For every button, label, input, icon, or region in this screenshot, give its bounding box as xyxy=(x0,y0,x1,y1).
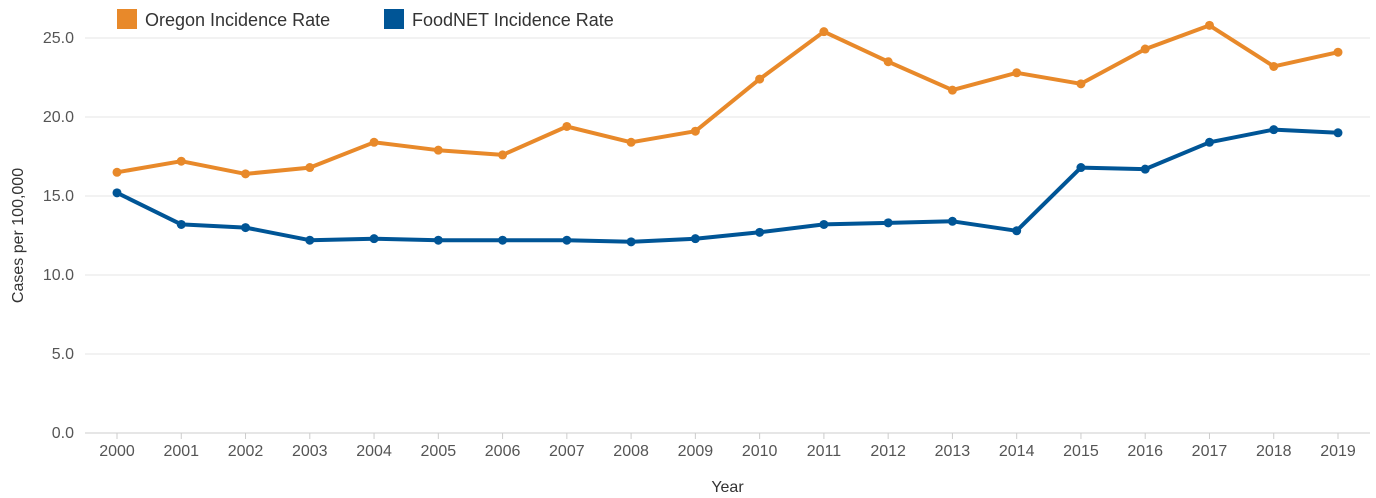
y-tick-label: 20.0 xyxy=(43,109,74,126)
data-point[interactable] xyxy=(562,235,572,245)
data-point[interactable] xyxy=(1076,79,1086,89)
legend-swatch xyxy=(117,9,137,29)
x-tick-label: 2007 xyxy=(549,443,585,460)
x-tick-label: 2015 xyxy=(1063,443,1099,460)
data-point[interactable] xyxy=(1012,68,1022,78)
data-point[interactable] xyxy=(305,235,315,245)
data-point[interactable] xyxy=(819,219,829,229)
data-point[interactable] xyxy=(690,126,700,136)
legend-label: FoodNET Incidence Rate xyxy=(412,10,614,30)
x-tick-label: 2016 xyxy=(1127,443,1163,460)
legend-label: Oregon Incidence Rate xyxy=(145,10,330,30)
data-point[interactable] xyxy=(1333,128,1343,138)
y-tick-label: 5.0 xyxy=(52,346,74,363)
data-point[interactable] xyxy=(1012,226,1022,236)
x-tick-label: 2009 xyxy=(678,443,714,460)
x-tick-label: 2002 xyxy=(228,443,264,460)
data-point[interactable] xyxy=(947,85,957,95)
data-point[interactable] xyxy=(112,188,122,198)
y-tick-label: 0.0 xyxy=(52,425,74,442)
y-tick-label: 10.0 xyxy=(43,267,74,284)
data-point[interactable] xyxy=(1269,125,1279,135)
x-tick-label: 2017 xyxy=(1192,443,1228,460)
x-tick-label: 2014 xyxy=(999,443,1035,460)
data-point[interactable] xyxy=(112,167,122,177)
data-point[interactable] xyxy=(1140,164,1150,174)
data-point[interactable] xyxy=(1140,44,1150,54)
data-point[interactable] xyxy=(369,137,379,147)
data-point[interactable] xyxy=(498,150,508,160)
data-point[interactable] xyxy=(305,163,315,173)
x-tick-label: 2000 xyxy=(99,443,135,460)
data-point[interactable] xyxy=(883,57,893,67)
data-point[interactable] xyxy=(433,145,443,155)
data-point[interactable] xyxy=(498,235,508,245)
data-point[interactable] xyxy=(241,169,251,179)
data-point[interactable] xyxy=(562,121,572,131)
x-tick-label: 2008 xyxy=(613,443,649,460)
series-line-0 xyxy=(115,23,1340,176)
data-point[interactable] xyxy=(369,234,379,244)
data-point[interactable] xyxy=(433,235,443,245)
data-point[interactable] xyxy=(883,218,893,228)
data-point[interactable] xyxy=(947,216,957,226)
y-axis-title: Cases per 100,000 xyxy=(10,168,27,303)
x-tick-label: 2012 xyxy=(870,443,906,460)
x-tick-label: 2018 xyxy=(1256,443,1292,460)
data-point[interactable] xyxy=(690,234,700,244)
x-tick-label: 2013 xyxy=(935,443,971,460)
x-tick-label: 2019 xyxy=(1320,443,1356,460)
data-point[interactable] xyxy=(755,227,765,237)
x-tick-label: 2003 xyxy=(292,443,328,460)
x-axis-ticks: 2000 2001 2002 2003 2004 2005 2006 2007 2008 2009… xyxy=(99,433,1356,460)
x-tick-label: 2006 xyxy=(485,443,521,460)
x-axis-title: Year xyxy=(711,479,744,496)
x-tick-label: 2005 xyxy=(421,443,457,460)
data-point[interactable] xyxy=(241,223,251,233)
series-line-1 xyxy=(115,127,1340,244)
grid-lines xyxy=(85,37,1370,434)
data-point[interactable] xyxy=(1076,163,1086,173)
data-point[interactable] xyxy=(1269,61,1279,71)
data-point[interactable] xyxy=(176,219,186,229)
data-point[interactable] xyxy=(819,27,829,37)
legend[interactable]: Oregon Incidence Rate FoodNET Incidence R… xyxy=(117,9,614,30)
data-point[interactable] xyxy=(755,74,765,84)
data-point[interactable] xyxy=(626,237,636,247)
x-tick-label: 2001 xyxy=(163,443,199,460)
data-point[interactable] xyxy=(1204,20,1214,30)
data-point[interactable] xyxy=(626,137,636,147)
y-tick-label: 15.0 xyxy=(43,188,74,205)
data-point[interactable] xyxy=(1204,137,1214,147)
y-axis-ticks: 0.0 5.0 10.0 15.0 20.0 25.0 xyxy=(43,30,74,442)
data-point[interactable] xyxy=(1333,47,1343,57)
x-tick-label: 2004 xyxy=(356,443,392,460)
x-tick-label: 2011 xyxy=(807,443,842,460)
x-tick-label: 2010 xyxy=(742,443,778,460)
y-tick-label: 25.0 xyxy=(43,30,74,47)
series-lines xyxy=(112,20,1343,247)
legend-swatch xyxy=(384,9,404,29)
data-point[interactable] xyxy=(176,156,186,166)
